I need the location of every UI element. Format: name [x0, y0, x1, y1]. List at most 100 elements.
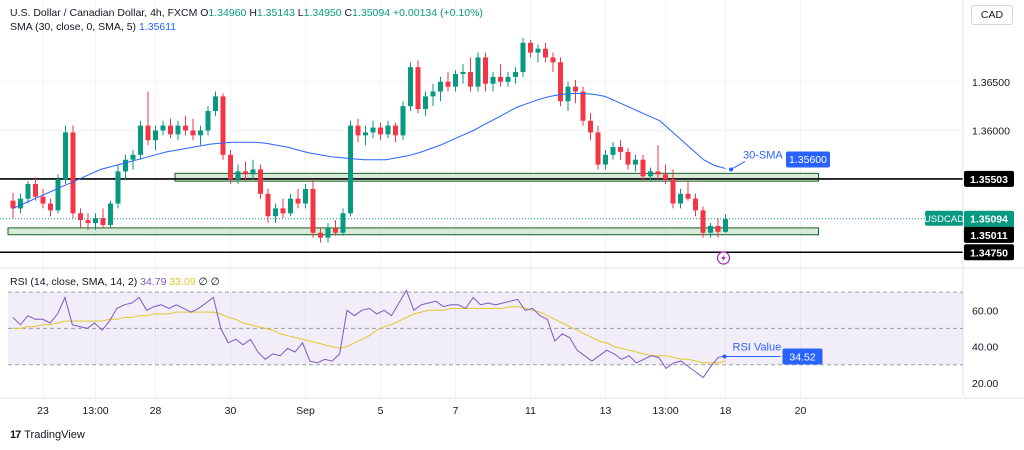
candle-body	[303, 188, 308, 204]
high-value: 1.35143	[256, 7, 295, 19]
tradingview-logo-icon: 17	[10, 429, 21, 441]
candle-body	[603, 154, 608, 165]
candle-body	[505, 76, 511, 82]
candle-body	[558, 62, 563, 102]
candle-body	[408, 67, 413, 107]
currency-button[interactable]: CAD	[971, 5, 1013, 25]
candle-body	[498, 76, 503, 82]
candle-body	[610, 147, 616, 155]
time-tick-label: 13	[600, 405, 612, 417]
tradingview-logo: 17 TradingView	[10, 429, 85, 441]
lightning-icon	[721, 254, 726, 262]
candle-body	[183, 125, 188, 131]
candle-body	[490, 76, 496, 84]
candle-body	[265, 193, 271, 217]
time-tick-label: 18	[720, 405, 732, 417]
open-value: 1.34960	[208, 7, 247, 19]
rsi-annotation-value: 34.52	[789, 352, 815, 364]
candle-body	[63, 132, 68, 180]
candle-body	[648, 171, 653, 177]
sma-annotation: 30-SMA 1.35600	[729, 149, 830, 172]
prev-close-box	[964, 226, 1014, 243]
candle-body	[70, 132, 76, 214]
candle-body	[130, 154, 136, 160]
candle-body	[288, 198, 293, 214]
time-tick-label: 13:00	[82, 405, 108, 417]
candle-body	[513, 72, 518, 77]
candle-body	[228, 154, 233, 180]
candle-body	[160, 125, 166, 131]
time-tick-label: 30	[225, 405, 237, 417]
candle-body	[385, 125, 391, 135]
candle-body	[663, 174, 668, 180]
level-price-box	[964, 170, 1014, 187]
candle-body	[400, 106, 406, 136]
candle-body	[580, 91, 586, 121]
last-price-marker	[716, 251, 731, 265]
candle-body	[145, 125, 151, 141]
candle-body	[378, 127, 383, 135]
candle-body	[595, 132, 601, 165]
candle-body	[295, 198, 301, 204]
candle-body	[625, 151, 631, 165]
zone-rectangle	[7, 227, 819, 236]
prev-close-label: 1.35011	[970, 230, 1008, 242]
rsi-tick-label: 20.00	[972, 378, 998, 390]
level-price-box	[964, 244, 1014, 261]
candle-body	[543, 48, 548, 58]
sma-annotation-value: 1.35600	[789, 154, 827, 166]
candle-body	[423, 96, 428, 110]
sma-annotation-arrow	[730, 161, 746, 170]
support-resistance-zones	[7, 172, 819, 236]
candle-body	[115, 171, 121, 204]
candle-body	[685, 193, 691, 199]
candle-body	[678, 193, 683, 204]
rsi-header[interactable]: RSI (14, close, SMA, 14, 2) 34.79 33.09 …	[10, 276, 220, 288]
candle-body	[528, 42, 533, 53]
candle-body	[175, 125, 181, 135]
sma-annotation-value-box	[786, 151, 830, 168]
candle-body	[640, 159, 646, 177]
candle-body	[213, 96, 218, 111]
candle-body	[633, 159, 638, 165]
candle-body	[715, 225, 721, 232]
time-tick-label: 5	[378, 405, 384, 417]
time-tick-label: Sep	[296, 405, 315, 417]
time-axis-ticks: 23 13:00 28 30 Sep 5 7 11 13 13:00 18 20	[37, 405, 806, 417]
candle-body	[25, 184, 31, 199]
candle-body	[430, 91, 436, 97]
candle-body	[123, 159, 128, 172]
candle-body	[535, 48, 541, 53]
symbol-title: U.S. Dollar / Canadian Dollar, 4h, FXCM	[10, 7, 198, 19]
rsi-indicator-value: 34.79	[140, 276, 167, 288]
tradingview-logo-text: TradingView	[24, 429, 85, 441]
price-tick-label: 1.36000	[972, 125, 1010, 137]
level-price-label: 1.35503	[970, 174, 1008, 186]
time-tick-label: 7	[453, 405, 459, 417]
candle-body	[250, 169, 256, 175]
rsi-annotation: RSI Value 34.52	[722, 342, 823, 365]
sma-header[interactable]: SMA (30, close, 0, SMA, 5) 1.35611	[10, 21, 176, 33]
candle-body	[190, 130, 196, 136]
candle-body	[198, 130, 203, 136]
time-tick-label: 23	[37, 405, 49, 417]
candle-body	[153, 130, 158, 141]
candle-body	[520, 42, 526, 73]
price-axis-ticks: 1.36500 1.36000	[972, 77, 1010, 138]
sma-30-line	[12, 93, 726, 209]
candle-body	[723, 219, 728, 232]
last-price-label: 1.35094	[970, 214, 1008, 226]
close-label: C	[344, 7, 353, 19]
candle-body	[415, 67, 421, 110]
candle-body	[48, 203, 53, 211]
rsi-axis-ticks: 60.00 40.00 20.00	[972, 305, 998, 390]
candle-body	[318, 232, 323, 238]
symbol-tag-box	[925, 210, 963, 226]
candle-body	[85, 220, 91, 224]
candle-body	[40, 196, 46, 204]
candle-body	[10, 200, 16, 209]
level-price-label: 1.34750	[970, 247, 1008, 259]
candle-body	[573, 86, 578, 92]
rsi-annotation-value-box	[782, 348, 823, 365]
